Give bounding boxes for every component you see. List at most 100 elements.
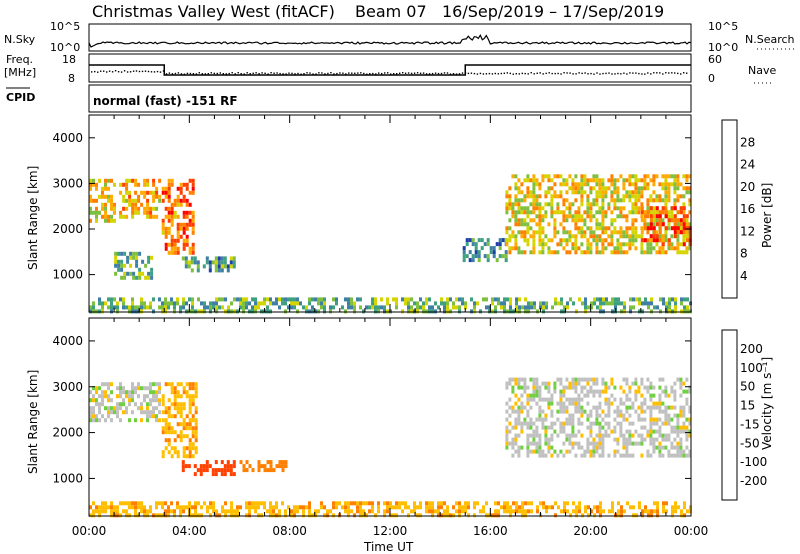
velocity-echo-cell (505, 433, 509, 438)
power-echo-cell (190, 260, 194, 265)
velocity-echo-cell (653, 509, 656, 514)
velocity-echo-cell (634, 429, 638, 434)
velocity-echo-cell (278, 509, 281, 514)
velocity-echo-cell (520, 405, 524, 410)
power-echo-cell (622, 198, 626, 203)
power-echo-cell (461, 297, 464, 302)
power-echo-cell (532, 174, 536, 179)
velocity-echo-cell (131, 398, 134, 403)
power-echo-cell (556, 194, 560, 199)
velocity-echo-cell (619, 401, 623, 406)
power-echo-cell (248, 301, 251, 306)
velocity-echo-cell (578, 509, 581, 514)
velocity-echo-cell (191, 430, 195, 435)
velocity-echo-cell (185, 454, 189, 459)
velocity-echo-cell (176, 434, 180, 439)
power-echo-cell (685, 186, 689, 191)
power-echo-cell (497, 301, 500, 306)
power-echo-cell (538, 238, 542, 243)
velocity-echo-cell (526, 413, 530, 418)
power-echo-cell (161, 190, 165, 195)
power-echo-cell (538, 214, 542, 219)
power-echo-cell (353, 301, 356, 306)
power-echo-cell (640, 210, 644, 215)
velocity-echo-cell (559, 421, 563, 426)
power-echo-cell (658, 234, 662, 239)
velocity-echo-cell (571, 401, 575, 406)
power-echo-cell (520, 206, 524, 211)
power-echo-cell (214, 264, 218, 269)
power-echo-cell (230, 309, 233, 314)
power-echo-cell (161, 230, 165, 235)
power-echo-cell (140, 305, 143, 310)
velocity-echo-cell (559, 377, 563, 382)
power-echo-cell (652, 234, 656, 239)
power-echo-cell (613, 246, 617, 251)
power-echo-cell (589, 250, 593, 255)
power-echo-cell (152, 206, 156, 211)
power-echo-cell (89, 206, 92, 211)
velocity-echo-cell (107, 410, 110, 415)
power-echo-cell (628, 238, 632, 243)
velocity-echo-cell (92, 501, 95, 506)
velocity-echo-cell (658, 445, 662, 450)
velocity-echo-cell (572, 509, 575, 514)
velocity-echo-cell (278, 460, 282, 465)
nave-dot (635, 72, 637, 74)
velocity-echo-cell (155, 501, 158, 506)
velocity-echo-cell (578, 501, 581, 506)
velocity-echo-cell (547, 381, 551, 386)
power-echo-cell (556, 174, 560, 179)
velocity-echo-cell (686, 509, 689, 514)
velocity-echo-cell (586, 449, 590, 454)
power-echo-cell (104, 194, 107, 199)
velocity-echo-cell (571, 381, 575, 386)
power-echo-cell (685, 250, 689, 255)
nave-dot (294, 73, 296, 75)
velocity-echo-cell (547, 437, 551, 442)
power-echo-cell (101, 301, 104, 306)
power-echo-cell (532, 202, 536, 207)
power-echo-cell (152, 198, 156, 203)
power-echo-cell (137, 305, 140, 310)
velocity-echo-cell (392, 505, 395, 510)
power-echo-cell (667, 186, 671, 191)
nave-dot (333, 73, 335, 75)
velocity-echo-cell (625, 437, 629, 442)
power-echo-cell (287, 305, 290, 310)
velocity-echo-cell (535, 401, 539, 406)
velocity-echo-cell (625, 441, 629, 446)
velocity-echo-cell (601, 441, 605, 446)
velocity-echo-cell (682, 405, 686, 410)
power-echo-cell (132, 255, 136, 260)
power-echo-cell (515, 309, 518, 314)
velocity-echo-cell (281, 468, 285, 473)
power-echo-cell (571, 182, 575, 187)
power-echo-cell (164, 190, 168, 195)
velocity-echo-cell (220, 460, 224, 465)
velocity-echo-cell (554, 501, 557, 506)
velocity-echo-cell (634, 441, 638, 446)
velocity-echo-cell (167, 398, 171, 403)
power-echo-cell (622, 214, 626, 219)
power-echo-cell (559, 174, 563, 179)
power-echo-cell (664, 250, 668, 255)
nave-dot (632, 72, 634, 74)
power-echo-cell (514, 234, 518, 239)
velocity-echo-cell (610, 429, 614, 434)
velocity-echo-cell (119, 418, 122, 423)
velocity-echo-cell (128, 513, 131, 518)
power-echo-cell (551, 305, 554, 310)
power-echo-cell (665, 309, 668, 314)
nave-dot (141, 70, 144, 73)
power-echo-cell (220, 264, 224, 269)
velocity-echo-cell (655, 445, 659, 450)
power-echo-cell (628, 246, 632, 251)
velocity-echo-cell (98, 513, 101, 518)
power-echo-cell (263, 301, 266, 306)
velocity-echo-cell (245, 468, 249, 473)
velocity-echo-cell (658, 397, 662, 402)
velocity-echo-cell (263, 501, 266, 506)
velocity-echo-cell (538, 413, 542, 418)
power-echo-cell (215, 297, 218, 302)
